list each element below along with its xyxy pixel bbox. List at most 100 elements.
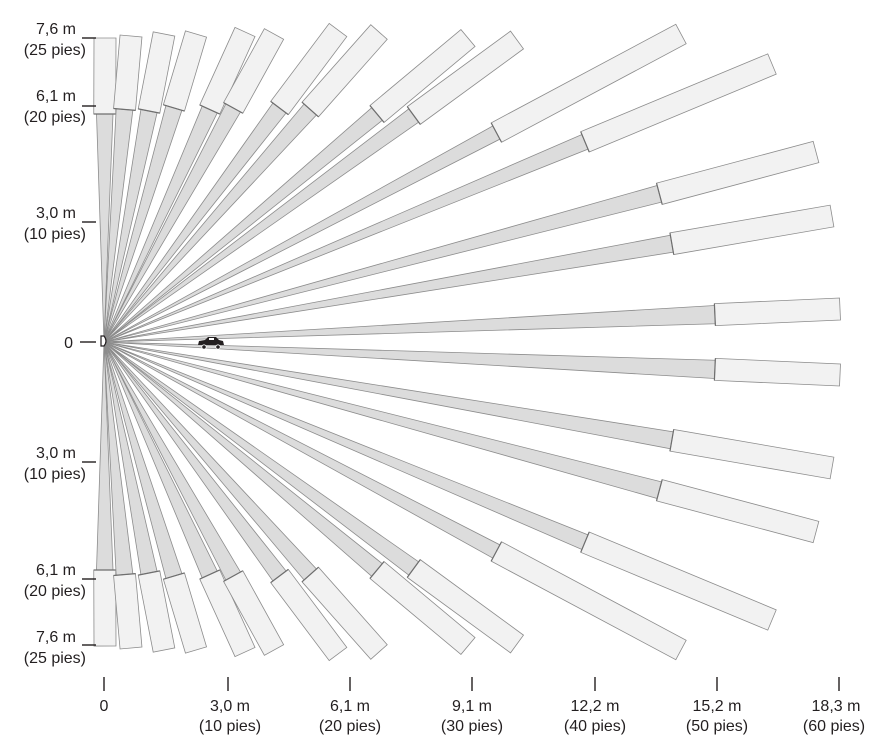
beam-zone-boundary [369, 561, 385, 579]
beam-zone-boundary [669, 232, 675, 255]
detection-beam-26 [103, 341, 777, 631]
detection-zones [93, 22, 841, 662]
beam-zone-boundary [301, 566, 319, 583]
detection-beam-25 [103, 341, 687, 661]
beam-zone-boundary [655, 183, 663, 205]
v-unit-top-20: (20 pies) [24, 109, 86, 126]
beam-inner-zone [103, 341, 716, 379]
detection-beam-22 [103, 341, 388, 660]
v-unit-top-25: (25 pies) [24, 42, 86, 59]
detection-beam-10 [103, 23, 687, 343]
v-label-bottom-76: 7,6 m [36, 629, 76, 646]
beam-outer-zone [93, 569, 117, 647]
detection-beam-16 [103, 341, 143, 650]
beam-outer-zone [656, 140, 820, 205]
vertical-axis: 7,6 m (25 pies) 6,1 m (20 pies) 3,0 m (1… [24, 21, 96, 667]
beam-zone-boundary [490, 122, 503, 143]
v-label-bottom-61: 6,1 m [36, 562, 76, 579]
v-unit-bottom-10: (10 pies) [24, 466, 86, 483]
h-label-91: 9,1 m [452, 698, 492, 715]
detection-beam-21 [103, 341, 348, 662]
beam-zone-boundary [669, 429, 675, 452]
beam-zone-boundary [113, 107, 136, 112]
detection-beam-15 [93, 341, 117, 647]
detection-beam-29 [103, 341, 841, 387]
h-label-61: 6,1 m [330, 698, 370, 715]
beam-zone-boundary [163, 104, 185, 112]
beam-zone-boundary [199, 569, 221, 580]
beam-zone-boundary [713, 303, 716, 326]
detection-beam-14 [103, 297, 841, 343]
beam-outer-zone [113, 573, 143, 650]
detection-beam-9 [103, 30, 525, 343]
beam-zone-boundary [490, 541, 503, 562]
v-label-top-76: 7,6 m [36, 21, 76, 38]
detection-beam-1 [103, 34, 143, 343]
detection-beam-12 [103, 140, 820, 343]
sensor-icon [100, 335, 107, 347]
beam-outer-zone [490, 541, 687, 661]
beam-zone-boundary [223, 102, 244, 114]
detection-beam-0 [93, 37, 117, 343]
h-unit-40: (40 pies) [564, 718, 626, 735]
detection-beam-7 [103, 24, 388, 343]
v-unit-bottom-20: (20 pies) [24, 583, 86, 600]
h-label-152: 15,2 m [693, 698, 742, 715]
detection-beam-19 [103, 341, 256, 658]
detection-beam-27 [103, 341, 820, 544]
v-label-top-61: 6,1 m [36, 88, 76, 105]
beam-outer-zone [490, 23, 687, 143]
beam-inner-zone [103, 305, 716, 343]
beam-zone-boundary [270, 568, 289, 584]
detection-beam-3 [103, 30, 208, 343]
beam-zone-boundary [163, 572, 185, 580]
detection-beam-4 [103, 26, 256, 343]
beam-zone-boundary [580, 531, 590, 553]
h-label-30: 3,0 m [210, 698, 250, 715]
detection-beam-2 [103, 31, 176, 343]
h-unit-50: (50 pies) [686, 718, 748, 735]
h-label-0: 0 [100, 698, 109, 715]
detection-beam-28 [103, 341, 835, 480]
beam-zone-boundary [199, 104, 221, 115]
detection-beam-17 [103, 341, 176, 653]
detection-beam-24 [103, 341, 525, 654]
h-unit-10: (10 pies) [199, 718, 261, 735]
beam-zone-boundary [580, 131, 590, 153]
beam-outer-zone [669, 204, 835, 256]
beam-zone-boundary [406, 559, 421, 578]
detection-beam-5 [103, 28, 285, 343]
beam-zone-boundary [113, 572, 136, 577]
detection-beam-11 [103, 53, 777, 343]
beam-outer-zone [656, 479, 820, 544]
beam-zone-boundary [301, 101, 319, 118]
beam-zone-boundary [138, 108, 160, 114]
beam-outer-zone [713, 297, 841, 327]
v-label-bottom-30: 3,0 m [36, 445, 76, 462]
horizontal-axis: 0 3,0 m (10 pies) 6,1 m (20 pies) 9,1 m … [100, 677, 865, 735]
v-unit-bottom-25: (25 pies) [24, 650, 86, 667]
h-label-122: 12,2 m [571, 698, 620, 715]
beam-zone-boundary [270, 100, 289, 116]
v-label-top-30: 3,0 m [36, 205, 76, 222]
beam-zone-boundary [406, 106, 421, 125]
beam-zone-boundary [138, 570, 160, 576]
h-unit-20: (20 pies) [319, 718, 381, 735]
detection-beam-6 [103, 22, 348, 343]
beam-zone-boundary [369, 105, 385, 123]
beam-outer-zone [93, 37, 117, 115]
h-label-183: 18,3 m [812, 698, 861, 715]
beam-zone-boundary [223, 570, 244, 582]
detection-beam-8 [103, 28, 476, 343]
detection-beam-13 [103, 204, 835, 343]
beam-zone-boundary [713, 358, 716, 381]
beam-zone-boundary [655, 479, 663, 501]
v-label-origin: 0 [64, 335, 73, 352]
v-unit-top-10: (10 pies) [24, 226, 86, 243]
detection-beam-18 [103, 341, 208, 654]
detection-beam-20 [103, 341, 285, 656]
h-unit-60: (60 pies) [803, 718, 865, 735]
detection-beam-23 [103, 341, 476, 656]
beam-outer-zone [713, 357, 841, 387]
